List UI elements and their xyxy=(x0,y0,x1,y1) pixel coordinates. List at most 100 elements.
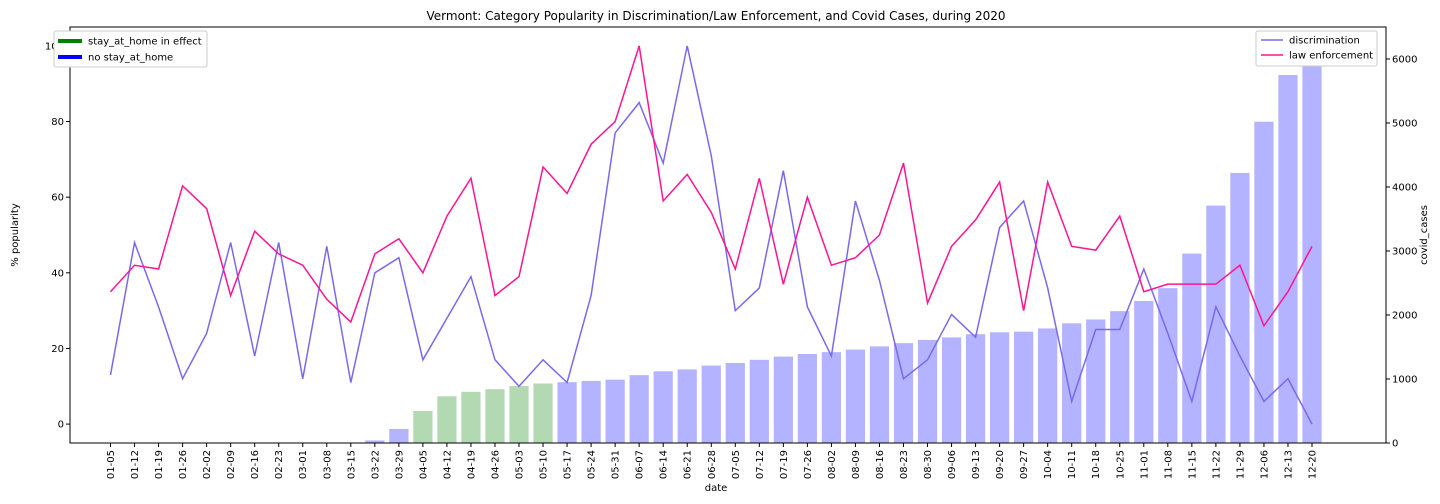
covid-bar-05-31 xyxy=(605,379,625,443)
x-tick-label: 10-04 xyxy=(1043,450,1054,479)
x-axis: 01-05 01-12 01-19 01-26 02-02 02-09 02-16 02-23… xyxy=(106,443,1319,479)
left-axis: 020406080100 xyxy=(45,41,70,431)
x-tick-label: 01-12 xyxy=(130,450,141,479)
legend-label: stay_at_home in effect xyxy=(88,37,202,48)
covid-bar-11-22 xyxy=(1206,205,1226,443)
covid-bar-03-29 xyxy=(389,428,409,443)
x-tick-label: 03-01 xyxy=(298,450,309,479)
covid-bar-10-04 xyxy=(1038,328,1058,443)
covid-bar-10-18 xyxy=(1086,319,1106,443)
right-tick-label: 3000 xyxy=(1392,247,1417,258)
series-line-law-enforcement xyxy=(109,45,1313,328)
x-tick-label: 04-05 xyxy=(418,450,429,479)
chart-title: Vermont: Category Popularity in Discrimi… xyxy=(427,9,1006,23)
right-axis: 0 1000 2000 3000 4000 5000 6000 xyxy=(1386,55,1417,450)
legend-bars: stay_at_home in effect no stay_at_home xyxy=(53,30,208,68)
covid-bar-09-20 xyxy=(989,332,1010,443)
x-tick-label: 04-19 xyxy=(466,450,477,479)
right-tick-label: 1000 xyxy=(1392,375,1417,386)
left-tick-label: 0 xyxy=(58,420,64,431)
x-tick-label: 03-15 xyxy=(346,450,357,479)
x-axis-label: date xyxy=(705,483,728,494)
x-tick-label: 03-08 xyxy=(322,450,333,479)
covid-bar-05-10 xyxy=(533,383,553,443)
covid-bar-05-17 xyxy=(557,382,577,443)
x-tick-label: 09-13 xyxy=(971,450,982,479)
legend-lines: discrimination law enforcement xyxy=(1255,30,1378,67)
x-tick-label: 11-15 xyxy=(1187,450,1198,479)
covid-bar-11-08 xyxy=(1158,288,1178,443)
covid-bar-08-02 xyxy=(821,352,842,443)
covid-bar-08-30 xyxy=(917,339,938,443)
covid-bar-07-19 xyxy=(773,356,793,443)
right-tick-label: 0 xyxy=(1392,439,1398,450)
x-tick-label: 11-08 xyxy=(1163,450,1174,479)
x-tick-label: 08-30 xyxy=(923,450,934,479)
covid-bar-10-11 xyxy=(1062,323,1082,443)
x-tick-label: 02-23 xyxy=(274,450,285,479)
left-tick-label: 40 xyxy=(51,268,64,279)
x-tick-label: 09-06 xyxy=(947,450,958,479)
x-tick-label: 07-12 xyxy=(755,450,766,479)
x-tick-label: 05-17 xyxy=(563,450,574,479)
x-tick-label: 12-06 xyxy=(1259,450,1270,479)
x-tick-label: 11-22 xyxy=(1211,450,1222,479)
covid-bar-11-15 xyxy=(1182,253,1202,443)
x-tick-label: 10-11 xyxy=(1067,450,1078,479)
covid-bar-11-29 xyxy=(1230,172,1250,444)
covid-bar-12-13 xyxy=(1278,75,1298,443)
legend-label: discrimination xyxy=(1289,36,1360,47)
covid-bar-05-03 xyxy=(509,386,529,443)
x-tick-label: 02-16 xyxy=(250,450,261,479)
x-tick-label: 10-18 xyxy=(1091,450,1102,479)
x-tick-label: 01-05 xyxy=(106,450,117,479)
x-tick-label: 01-19 xyxy=(154,450,165,479)
right-axis-label: covid_cases xyxy=(1419,205,1430,265)
left-tick-label: 20 xyxy=(51,344,64,355)
legend-box-bars xyxy=(53,30,208,68)
covid-bar-12-06 xyxy=(1254,121,1274,443)
covid-bars xyxy=(365,32,1322,444)
covid-bar-06-28 xyxy=(701,365,721,443)
covid-bar-07-12 xyxy=(749,359,769,443)
right-tick-label: 6000 xyxy=(1392,55,1417,66)
x-tick-label: 11-29 xyxy=(1235,450,1246,479)
covid-bar-04-12 xyxy=(437,396,457,443)
covid-bar-08-16 xyxy=(869,346,890,443)
x-tick-label: 05-03 xyxy=(515,450,526,479)
x-tick-label: 07-19 xyxy=(779,450,790,479)
left-axis-label: % popularity xyxy=(10,203,21,267)
x-tick-label: 10-25 xyxy=(1115,450,1126,479)
x-tick-label: 08-16 xyxy=(875,450,886,479)
series-line-discrimination xyxy=(109,45,1313,425)
x-tick-label: 01-26 xyxy=(178,450,189,479)
x-tick-label: 03-29 xyxy=(394,450,405,479)
left-tick-label: 80 xyxy=(51,117,64,128)
x-tick-label: 12-20 xyxy=(1308,450,1319,479)
covid-bar-04-26 xyxy=(485,389,505,443)
x-tick-label: 09-27 xyxy=(1019,450,1030,479)
covid-bar-05-24 xyxy=(581,380,601,443)
legend-box-lines xyxy=(1255,30,1378,67)
plot-frame xyxy=(69,26,1387,444)
covid-bar-04-19 xyxy=(461,391,481,443)
x-tick-label: 07-26 xyxy=(803,450,814,479)
x-tick-label: 04-12 xyxy=(442,450,453,479)
x-tick-label: 06-21 xyxy=(683,450,694,479)
x-tick-label: 05-31 xyxy=(611,450,622,479)
legend-label: law enforcement xyxy=(1289,51,1373,62)
covid-bar-04-05 xyxy=(413,411,433,443)
x-tick-label: 06-07 xyxy=(635,450,646,479)
covid-bar-06-14 xyxy=(653,371,673,443)
x-tick-label: 04-26 xyxy=(490,450,501,479)
left-tick-label: 60 xyxy=(51,193,64,204)
x-tick-label: 02-09 xyxy=(226,450,237,479)
covid-bar-09-06 xyxy=(941,337,962,443)
legend-label: no stay_at_home xyxy=(88,53,173,64)
x-tick-label: 03-22 xyxy=(370,450,381,479)
x-tick-label: 09-20 xyxy=(995,450,1006,479)
popularity-lines xyxy=(109,45,1313,425)
covid-bar-09-27 xyxy=(1014,331,1034,443)
x-tick-label: 06-14 xyxy=(659,450,670,479)
